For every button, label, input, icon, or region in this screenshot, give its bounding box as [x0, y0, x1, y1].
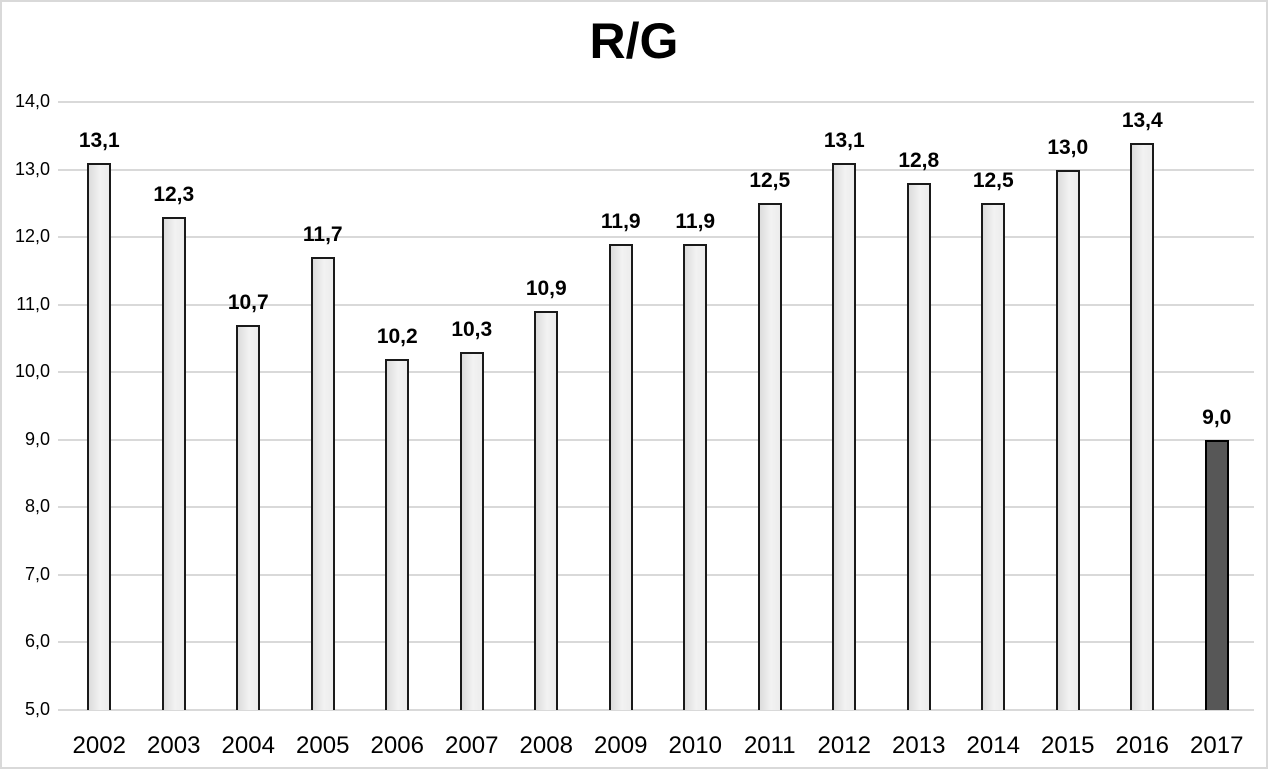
- x-axis-label: 2010: [668, 732, 722, 759]
- gridline: [58, 303, 1254, 306]
- bar-value-label: 11,9: [600, 209, 641, 233]
- x-axis-label: 2012: [817, 732, 871, 759]
- bar-2011: [757, 203, 782, 710]
- bar-2004: [236, 324, 261, 710]
- x-axis-label: 2017: [1190, 732, 1244, 759]
- x-axis-label: 2003: [147, 732, 201, 759]
- x-axis-label: 2002: [72, 732, 126, 759]
- bar-value-label: 11,7: [302, 223, 343, 247]
- bar-value-label: 10,7: [227, 290, 269, 314]
- x-axis-label: 2005: [296, 732, 350, 759]
- bar-value-label: 12,5: [972, 169, 1014, 193]
- bar-value-label: 12,5: [749, 169, 791, 193]
- bar-value-label: 9,0: [1202, 405, 1232, 429]
- x-axis-label: 2014: [966, 732, 1020, 759]
- gridline: [58, 438, 1254, 441]
- x-axis-label: 2015: [1041, 732, 1095, 759]
- bar-value-label: 13,1: [823, 128, 865, 152]
- y-axis-tick-label: 6,0: [24, 631, 50, 652]
- gridline: [58, 236, 1254, 239]
- plot-area: 14,0 13,0 12,0 11,0 10,0 9,0 8,0 7,0 6,0 5,0 13,1 2…: [15, 91, 1254, 759]
- x-axis-label: 2006: [370, 732, 424, 759]
- x-axis-label: 2007: [445, 732, 499, 759]
- y-axis-tick-label: 14,0: [14, 91, 50, 112]
- bar-2005: [310, 257, 335, 710]
- y-axis-tick-label: 11,0: [16, 293, 50, 314]
- y-axis-tick-label: 8,0: [24, 496, 50, 517]
- bar-value-label: 12,8: [898, 149, 940, 173]
- y-axis-tick-label: 12,0: [14, 226, 50, 247]
- x-axis-label: 2009: [594, 732, 648, 759]
- bar-2012: [832, 162, 857, 710]
- gridline: [58, 101, 1254, 103]
- bar-2006: [385, 358, 410, 710]
- gridline: [58, 573, 1254, 576]
- bar-value-label: 10,3: [451, 317, 493, 341]
- bar-value-label: 11,9: [675, 209, 716, 233]
- bar-2017: [1204, 439, 1229, 710]
- y-axis-tick-label: 10,0: [14, 361, 50, 382]
- gridline: [58, 168, 1254, 171]
- gridline: [58, 506, 1254, 509]
- y-axis-tick-label: 13,0: [14, 158, 50, 179]
- gridline: [58, 371, 1254, 374]
- y-axis-tick-label: 5,0: [24, 699, 50, 720]
- bar-value-label: 10,9: [525, 277, 567, 301]
- bar-2013: [906, 183, 931, 710]
- x-axis-label: 2008: [519, 732, 573, 759]
- bar-2002: [87, 162, 112, 710]
- bar-2014: [981, 203, 1006, 710]
- y-axis-tick-label: 9,0: [24, 428, 50, 449]
- bar-2016: [1130, 142, 1155, 710]
- bar-2009: [608, 243, 633, 710]
- bar-2010: [683, 243, 708, 710]
- y-axis-tick-label: 7,0: [24, 563, 50, 584]
- bar-2007: [459, 351, 484, 710]
- gridline: [58, 641, 1254, 644]
- x-axis-label: 2016: [1115, 732, 1169, 759]
- bar-value-label: 13,1: [78, 128, 120, 152]
- x-axis-label: 2011: [743, 732, 796, 759]
- chart-title: R/G: [589, 13, 679, 69]
- bar-2015: [1055, 169, 1080, 710]
- bar-value-label: 12,3: [153, 182, 195, 206]
- bar-2003: [161, 216, 186, 710]
- bar-value-label: 13,4: [1121, 108, 1163, 132]
- bar-value-label: 10,2: [376, 324, 418, 348]
- bar-value-label: 13,0: [1047, 135, 1089, 159]
- gridline: [58, 709, 1254, 711]
- bar-2008: [534, 311, 559, 710]
- x-axis-label: 2004: [221, 732, 275, 759]
- x-axis-label: 2013: [892, 732, 946, 759]
